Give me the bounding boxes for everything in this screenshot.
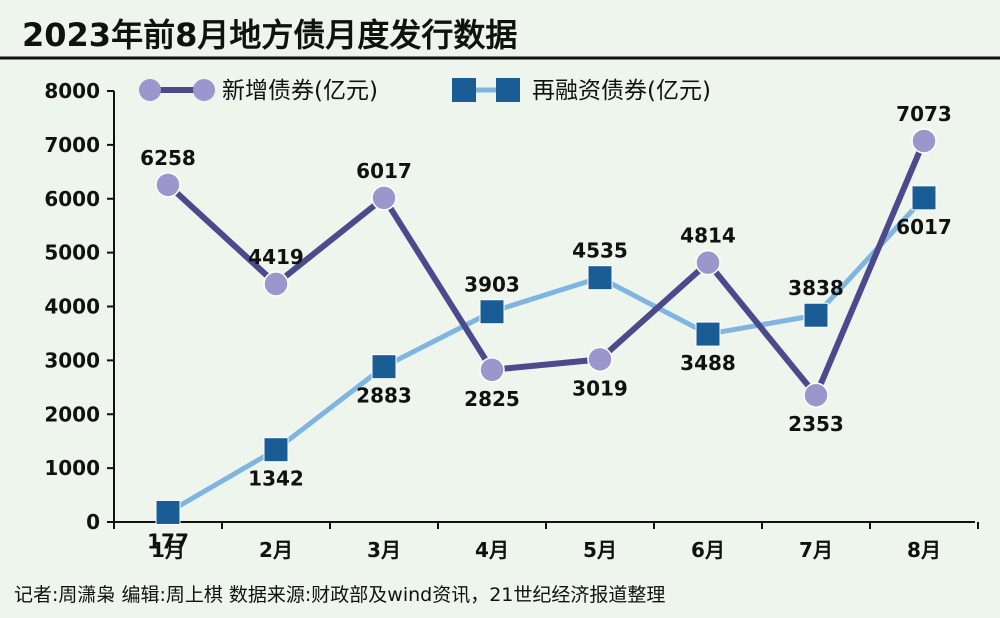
marker-new-bonds	[155, 172, 181, 198]
data-label-refinancing-bonds: 177	[147, 529, 189, 553]
marker-refinancing-bonds	[371, 354, 397, 380]
data-label-refinancing-bonds: 4535	[572, 239, 628, 263]
marker-new-bonds	[371, 185, 397, 211]
legend-label-new-bonds: 新增债券(亿元)	[222, 78, 378, 104]
marker-refinancing-bonds	[587, 265, 613, 291]
data-label-new-bonds: 6017	[356, 159, 412, 183]
y-tick-label: 6000	[44, 187, 100, 211]
legend-marker-refinancing-bonds	[496, 78, 520, 102]
data-label-refinancing-bonds: 6017	[896, 215, 952, 239]
series-line-new-bonds	[165, 139, 927, 399]
y-tick-label: 7000	[44, 133, 100, 157]
legend-marker-new-bonds	[139, 79, 161, 101]
series-markers	[155, 128, 937, 525]
marker-refinancing-bonds	[911, 185, 937, 211]
marker-refinancing-bonds	[695, 321, 721, 347]
x-tick-label: 7月	[799, 538, 833, 562]
data-label-refinancing-bonds: 3488	[680, 351, 736, 375]
legend-label-refinancing-bonds: 再融资债券(亿元)	[532, 78, 711, 104]
marker-refinancing-bonds	[155, 499, 181, 525]
x-tick-label: 1月	[151, 538, 185, 562]
x-tick-label: 5月	[583, 538, 617, 562]
x-tick-label: 4月	[475, 538, 509, 562]
y-tick-label: 3000	[44, 348, 100, 372]
source-note: 记者:周潇枭 编辑:周上棋 数据来源:财政部及wind资讯，21世纪经济报道整理	[14, 584, 665, 606]
data-label-new-bonds: 2825	[464, 387, 520, 411]
data-labels: 6258 4419 6017 2825 3019 4814 2353 7073 177 1342 2…	[140, 102, 952, 554]
y-tick-label: 0	[86, 510, 100, 534]
chart-title: 2023年前8月地方债月度发行数据	[22, 16, 517, 54]
marker-refinancing-bonds	[803, 302, 829, 328]
data-label-new-bonds: 3019	[572, 376, 628, 400]
data-label-new-bonds: 4814	[680, 224, 736, 248]
y-tick-label: 8000	[44, 79, 100, 103]
marker-new-bonds	[803, 382, 829, 408]
x-tick-label: 2月	[259, 538, 293, 562]
y-tick-label: 5000	[44, 241, 100, 265]
x-tick-label: 6月	[691, 538, 725, 562]
y-tick-label: 4000	[44, 295, 100, 319]
legend: 新增债券(亿元) 再融资债券(亿元)	[139, 78, 711, 104]
legend-marker-new-bonds	[193, 79, 215, 101]
marker-new-bonds	[479, 357, 505, 383]
marker-new-bonds	[911, 128, 937, 154]
data-label-new-bonds: 7073	[896, 102, 952, 126]
marker-refinancing-bonds	[479, 299, 505, 325]
x-tick-label: 3月	[367, 538, 401, 562]
x-tick-label: 8月	[907, 538, 941, 562]
y-tick-label: 2000	[44, 402, 100, 426]
marker-new-bonds	[263, 271, 289, 297]
series-lines	[165, 139, 927, 515]
axes: 0 1000 2000 3000 4000 5000 6000 7000 8000 1月 2月 3月 4…	[44, 79, 979, 562]
marker-new-bonds	[587, 346, 613, 373]
marker-new-bonds	[695, 249, 721, 276]
data-label-refinancing-bonds: 3838	[788, 276, 844, 300]
data-label-refinancing-bonds: 3903	[464, 273, 520, 297]
data-label-refinancing-bonds: 2883	[356, 384, 412, 408]
series-line-refinancing-bonds	[166, 196, 926, 515]
marker-refinancing-bonds	[263, 437, 289, 463]
y-tick-label: 1000	[44, 456, 100, 480]
data-label-new-bonds: 6258	[140, 146, 196, 170]
data-label-new-bonds: 2353	[788, 412, 844, 436]
data-label-refinancing-bonds: 1342	[248, 467, 304, 491]
legend-marker-refinancing-bonds	[452, 78, 476, 102]
data-label-new-bonds: 4419	[248, 245, 304, 269]
